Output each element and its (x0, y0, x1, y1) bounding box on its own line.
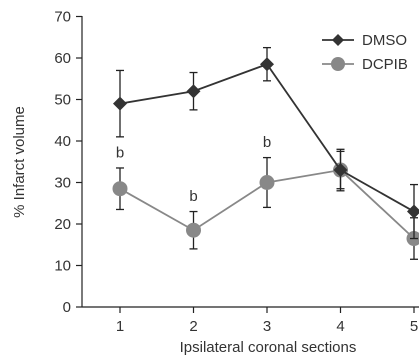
significance-label: b (263, 134, 271, 151)
data-point (112, 181, 128, 197)
series-dcpib (112, 150, 419, 260)
series-dmso (113, 46, 419, 240)
y-tick-label: 70 (54, 9, 71, 26)
x-axis-label: Ipsilateral coronal sections (180, 339, 357, 356)
y-tick-label: 20 (54, 216, 71, 233)
y-ticks: 0 10 20 30 40 50 60 70 (54, 9, 82, 316)
series-layer (112, 46, 419, 260)
x-tick-label: 1 (116, 318, 124, 335)
legend-label: DMSO (362, 32, 407, 49)
data-point (186, 84, 201, 99)
data-point (333, 163, 348, 178)
x-ticks: 1 2 3 4 5 (116, 307, 418, 335)
x-tick-label: 3 (263, 318, 271, 335)
data-point (407, 204, 419, 219)
y-tick-label: 60 (54, 50, 71, 67)
x-tick-label: 5 (410, 318, 418, 335)
data-point (259, 175, 275, 190)
y-tick-label: 0 (63, 299, 71, 316)
y-tick-label: 40 (54, 133, 71, 150)
data-point (113, 96, 127, 111)
significance-label: b (116, 145, 124, 162)
legend-marker (331, 57, 345, 71)
x-tick-label: 2 (189, 318, 197, 335)
y-tick-label: 10 (54, 258, 71, 275)
significance-label: b (189, 188, 197, 205)
data-point (186, 222, 201, 238)
y-axis-label: % Infarct volume (11, 106, 28, 218)
legend: DMSO DCPIB (322, 32, 408, 73)
data-point (260, 57, 274, 72)
legend-marker (332, 34, 344, 46)
annotation-layer: b b b (116, 134, 271, 205)
y-tick-label: 30 (54, 175, 71, 192)
axes (81, 16, 419, 308)
legend-label: DCPIB (362, 56, 408, 73)
y-tick-label: 50 (54, 92, 71, 109)
x-tick-label: 4 (336, 318, 344, 335)
